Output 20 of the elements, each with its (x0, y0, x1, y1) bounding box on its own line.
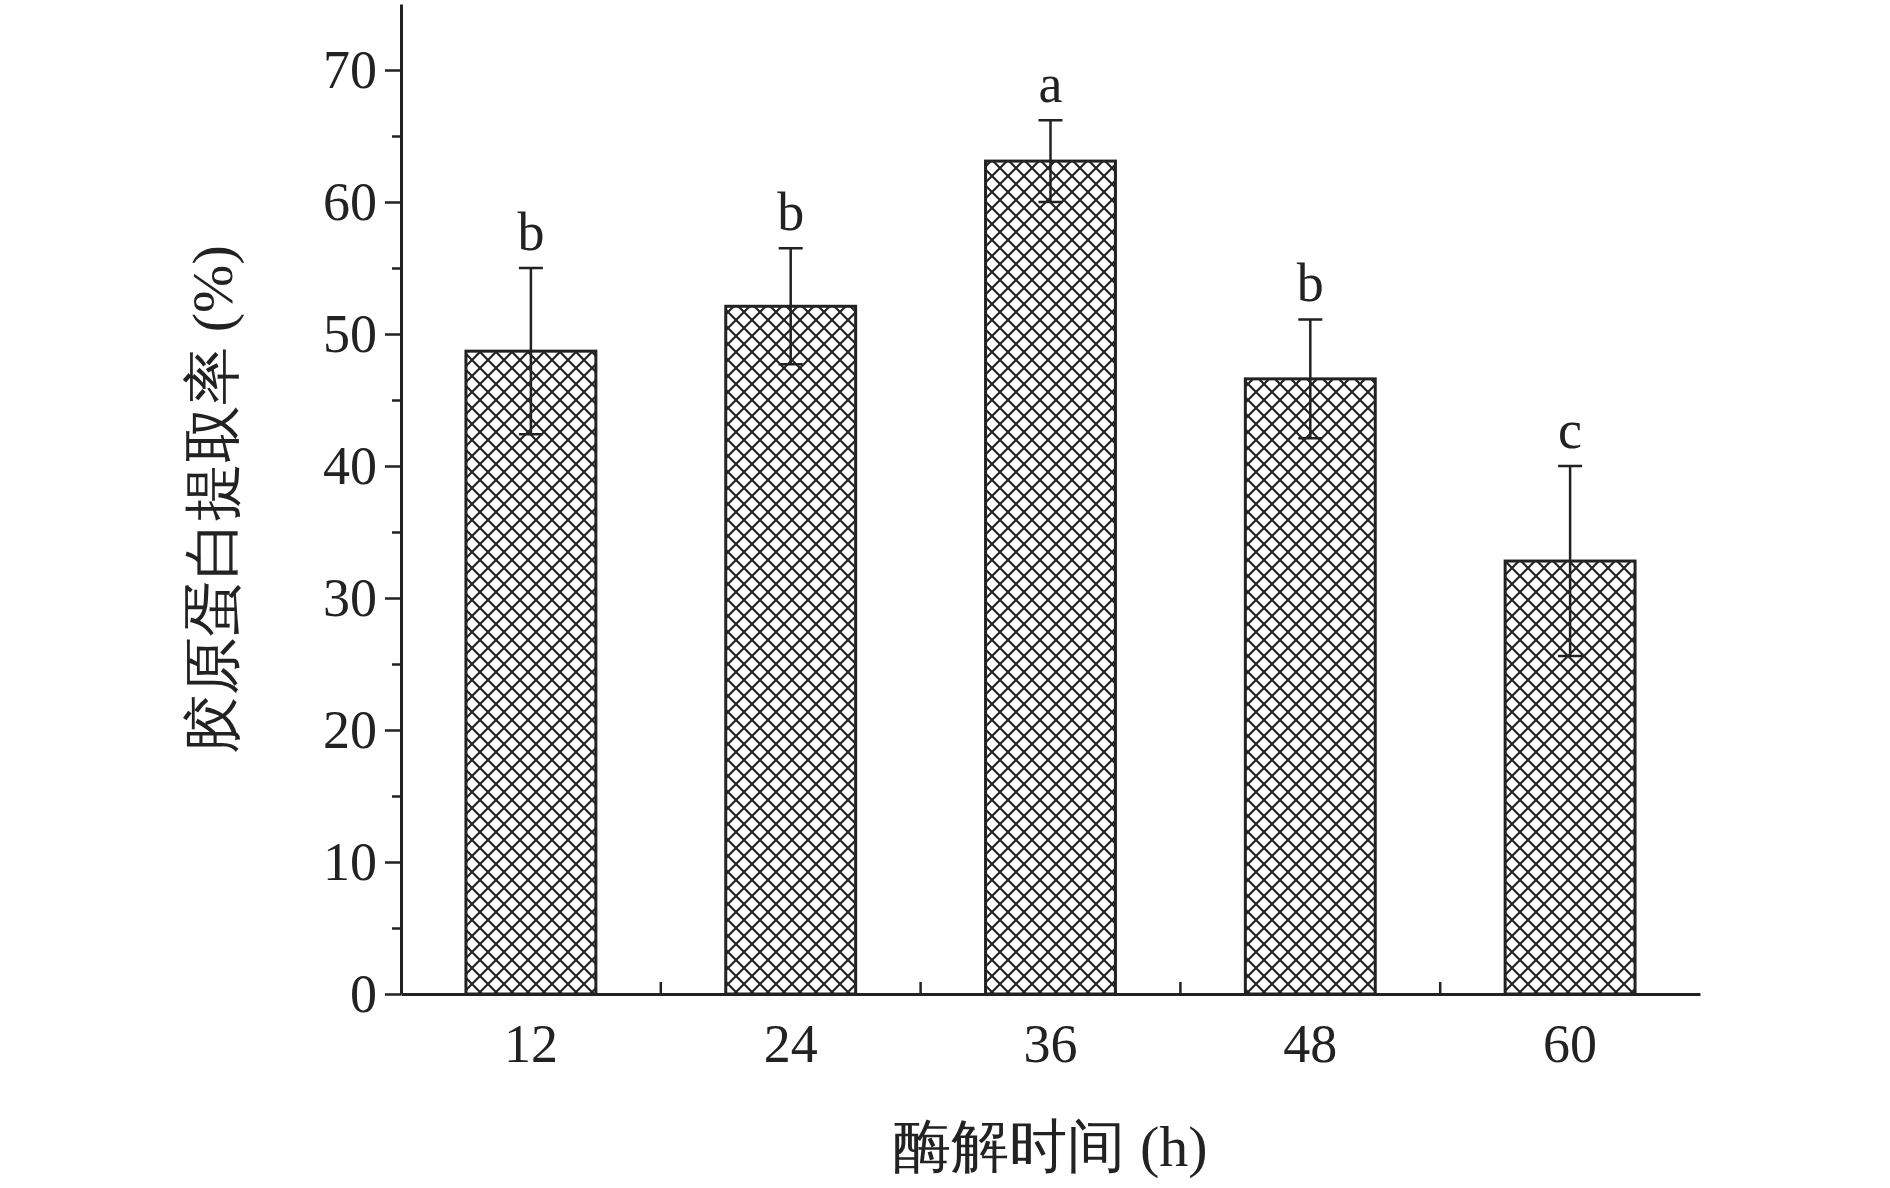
x-tick-label: 48 (1283, 1013, 1338, 1074)
y-tick-label: 30 (323, 567, 377, 628)
x-tick-label: 24 (763, 1013, 818, 1074)
y-tick-label: 50 (323, 303, 377, 364)
annotation: c (1558, 400, 1583, 460)
y-tick-label: 20 (323, 699, 377, 760)
annotation: a (1038, 54, 1063, 115)
annotation: b (1296, 253, 1324, 314)
y-tick-label: 0 (350, 963, 377, 1024)
y-tick-label: 10 (323, 831, 377, 892)
x-tick-label: 12 (503, 1013, 558, 1074)
x-tick-label: 36 (1023, 1013, 1078, 1074)
annotation: b (777, 182, 805, 243)
annotation: b (517, 202, 545, 262)
y-axis-title: 胶原蛋白提取率 (%) (180, 245, 245, 753)
y-tick-label: 60 (323, 171, 377, 232)
y-tick-label: 70 (323, 39, 377, 100)
x-tick-label: 60 (1543, 1013, 1598, 1074)
y-tick-label: 40 (323, 435, 377, 496)
x-axis-title: 酶解时间 (h) (893, 1114, 1208, 1179)
